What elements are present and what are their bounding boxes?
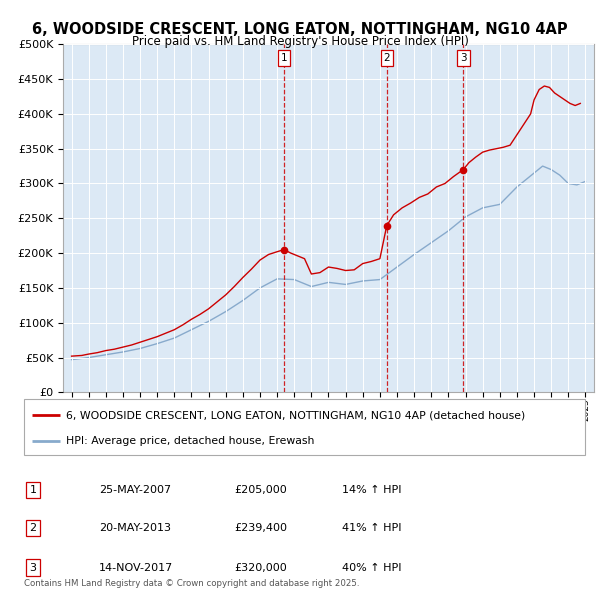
Text: 25-MAY-2007: 25-MAY-2007 — [99, 485, 171, 494]
Text: HPI: Average price, detached house, Erewash: HPI: Average price, detached house, Erew… — [66, 436, 314, 446]
Text: 3: 3 — [29, 563, 37, 572]
Text: 14% ↑ HPI: 14% ↑ HPI — [342, 485, 401, 494]
Text: 6, WOODSIDE CRESCENT, LONG EATON, NOTTINGHAM, NG10 4AP: 6, WOODSIDE CRESCENT, LONG EATON, NOTTIN… — [32, 22, 568, 37]
Text: 3: 3 — [460, 53, 467, 63]
Text: 2: 2 — [383, 53, 390, 63]
Text: 14-NOV-2017: 14-NOV-2017 — [99, 563, 173, 572]
Text: 1: 1 — [29, 485, 37, 494]
Text: £239,400: £239,400 — [234, 523, 287, 533]
Text: £320,000: £320,000 — [234, 563, 287, 572]
FancyBboxPatch shape — [24, 399, 585, 455]
Text: Price paid vs. HM Land Registry's House Price Index (HPI): Price paid vs. HM Land Registry's House … — [131, 35, 469, 48]
Text: Contains HM Land Registry data © Crown copyright and database right 2025.
This d: Contains HM Land Registry data © Crown c… — [24, 579, 359, 590]
Text: 2: 2 — [29, 523, 37, 533]
Text: 41% ↑ HPI: 41% ↑ HPI — [342, 523, 401, 533]
Text: 20-MAY-2013: 20-MAY-2013 — [99, 523, 171, 533]
Text: £205,000: £205,000 — [234, 485, 287, 494]
Text: 40% ↑ HPI: 40% ↑ HPI — [342, 563, 401, 572]
Text: 6, WOODSIDE CRESCENT, LONG EATON, NOTTINGHAM, NG10 4AP (detached house): 6, WOODSIDE CRESCENT, LONG EATON, NOTTIN… — [66, 410, 526, 420]
Text: 1: 1 — [281, 53, 287, 63]
